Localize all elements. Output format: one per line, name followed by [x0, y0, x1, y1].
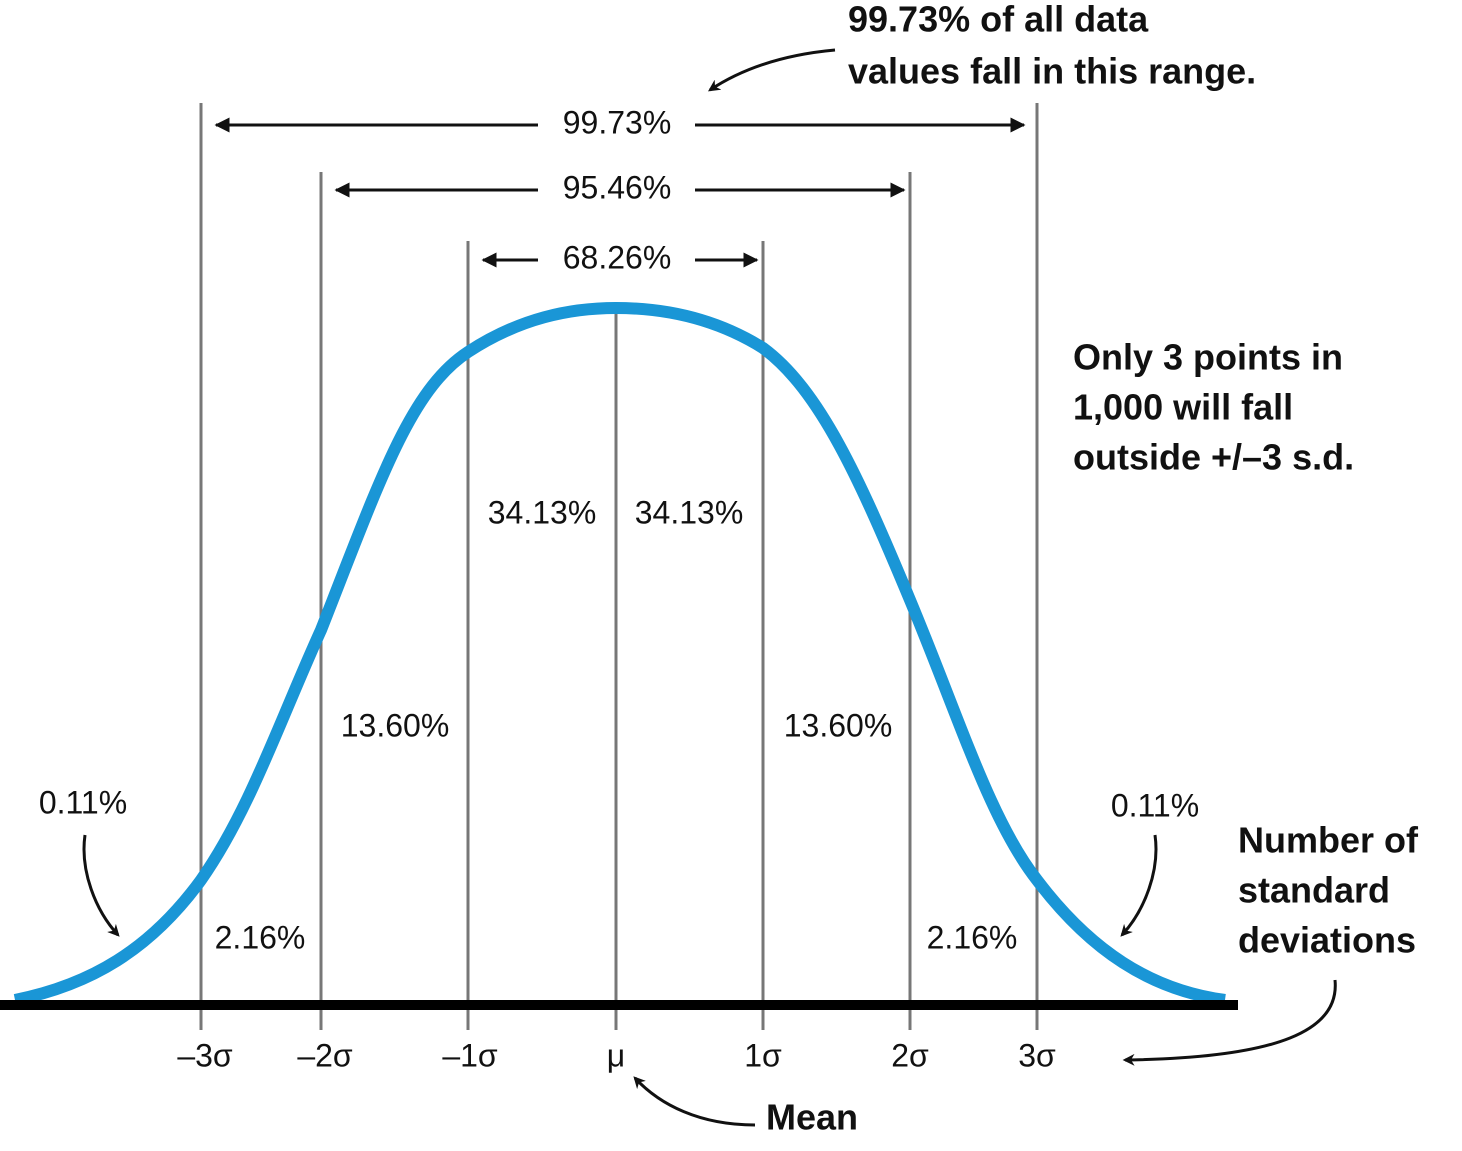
axis-label: –1σ	[442, 1037, 498, 1073]
axis-label: 1σ	[744, 1037, 782, 1073]
pointer	[1122, 979, 1337, 1066]
pointer	[708, 48, 836, 92]
side-note: outside +/–3 s.d.	[1073, 437, 1354, 478]
top-note: 99.73% of all data	[848, 0, 1149, 40]
area-label: 0.11%	[39, 784, 127, 820]
axis-note: standard	[1238, 870, 1390, 911]
axis-labels: –3σ –2σ –1σ μ 1σ 2σ 3σ	[177, 1037, 1056, 1073]
area-label: 2.16%	[215, 919, 306, 955]
area-label: 34.13%	[635, 494, 744, 530]
area-label: 13.60%	[784, 707, 893, 743]
axis-label: –3σ	[177, 1037, 233, 1073]
side-note: Only 3 points in	[1073, 337, 1343, 378]
pointer	[82, 834, 120, 937]
axis-label: 3σ	[1018, 1037, 1056, 1073]
area-labels: 0.11% 0.11% 2.16% 2.16% 13.60% 13.60% 34…	[39, 494, 1199, 955]
axis-label: μ	[607, 1037, 625, 1073]
range-label: 95.46%	[563, 169, 672, 205]
axis-note: deviations	[1238, 920, 1416, 961]
axis-label: 2σ	[891, 1037, 929, 1073]
pointer	[1120, 834, 1158, 937]
axis-note: Number of	[1238, 820, 1419, 861]
normal-curve	[13, 301, 1226, 1006]
notes: 99.73% of all data values fall in this r…	[766, 0, 1419, 1138]
side-note: 1,000 will fall	[1073, 387, 1293, 428]
area-label: 2.16%	[927, 919, 1018, 955]
pointer-arrows	[82, 48, 1337, 1127]
top-note: values fall in this range.	[848, 51, 1256, 92]
axis-label: –2σ	[297, 1037, 353, 1073]
area-label: 0.11%	[1111, 787, 1199, 823]
range-label: 68.26%	[563, 239, 672, 275]
area-label: 13.60%	[341, 707, 450, 743]
pointer	[633, 1076, 756, 1127]
range-label: 99.73%	[563, 104, 672, 140]
area-label: 34.13%	[488, 494, 597, 530]
mean-note: Mean	[766, 1097, 858, 1138]
range-arrows: 99.73% 95.46% 68.26%	[214, 104, 1026, 275]
